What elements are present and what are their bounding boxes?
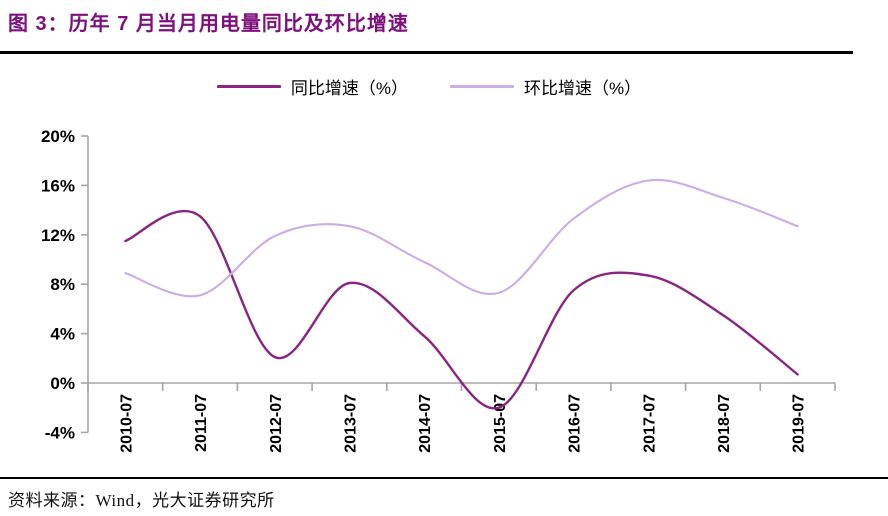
mom-line-swatch [450, 85, 514, 88]
legend-label-yoy: 同比增速（%） [290, 79, 408, 98]
x-tick-label: 2014-07 [417, 394, 434, 453]
chart-legend: 同比增速（%） 环比增速（%） [0, 74, 858, 99]
page-title: 图 3：历年 7 月当月用电量同比及环比增速 [8, 13, 409, 35]
footer-divider [0, 477, 888, 479]
legend-item-mom: 环比增速（%） [450, 74, 641, 99]
legend-item-yoy: 同比增速（%） [216, 74, 408, 99]
x-tick-label: 2018-07 [716, 394, 733, 453]
x-tick-label: 2016-07 [567, 394, 584, 453]
y-tick-label: 12% [41, 226, 75, 245]
x-tick-label: 2010-07 [118, 394, 135, 453]
mom-series-line [124, 178, 799, 298]
x-tick-label: 2019-07 [791, 394, 808, 453]
y-tick-label: -4% [45, 423, 75, 442]
legend-label-mom: 环比增速（%） [524, 79, 642, 98]
y-tick-label: 16% [41, 176, 75, 195]
y-tick-label: 4% [50, 325, 75, 344]
y-tick-label: 20% [41, 127, 75, 146]
source-note: 资料来源：Wind，光大证券研究所 [8, 491, 275, 510]
x-tick-label: 2011-07 [193, 394, 210, 452]
yoy-series-line [124, 209, 799, 410]
x-tick-label: 2017-07 [641, 394, 658, 453]
y-tick-label: 8% [50, 275, 75, 294]
title-divider [0, 51, 853, 54]
yoy-line-swatch [216, 85, 281, 88]
x-tick-label: 2012-07 [268, 394, 285, 453]
x-tick-label: 2013-07 [342, 394, 359, 453]
y-tick-label: 0% [50, 374, 75, 393]
